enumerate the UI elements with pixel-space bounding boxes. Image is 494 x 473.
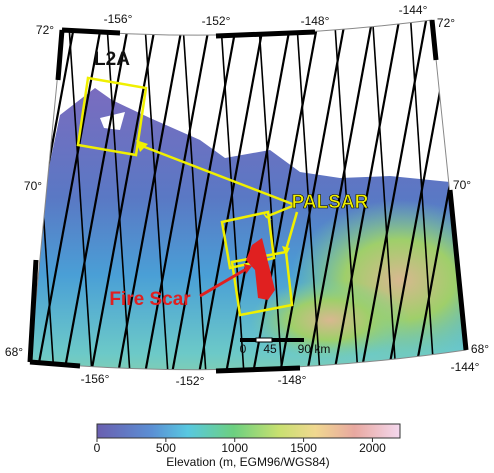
- map-title: L2A: [94, 49, 130, 70]
- track: [333, 20, 360, 370]
- scale-label: 45: [263, 342, 277, 356]
- map-frame: [29, 19, 467, 371]
- track: [329, 20, 403, 370]
- lake: [100, 112, 125, 130]
- lat-label: 72°: [36, 23, 54, 37]
- track: [371, 20, 398, 370]
- palsar-label: PALSAR: [292, 192, 369, 213]
- colorbar-tick-label: 1000: [221, 441, 248, 455]
- colorbar-ticks: 0 500 1000 1500 2000: [94, 438, 386, 455]
- lat-label: 68°: [471, 342, 489, 356]
- palsar-footprint: [220, 210, 276, 270]
- colorbar-tick-label: 1500: [290, 441, 317, 455]
- track: [181, 20, 208, 370]
- track: [105, 20, 132, 370]
- track: [356, 20, 430, 370]
- lon-label: -144°: [399, 3, 428, 17]
- track: [167, 20, 241, 370]
- track: [219, 20, 246, 370]
- track: [275, 20, 349, 370]
- fire-arrow: [199, 266, 249, 298]
- lon-label: -156°: [81, 372, 110, 386]
- track: [59, 20, 133, 370]
- lat-label: 70°: [24, 179, 42, 193]
- map-area: [30, 20, 466, 370]
- scale-bar: [272, 338, 304, 342]
- scale-label: 0: [240, 342, 247, 356]
- colorbar-tick-label: 2000: [359, 441, 386, 455]
- track: [409, 20, 436, 370]
- colorbar: [96, 423, 401, 439]
- track: [67, 20, 94, 370]
- track: [302, 20, 376, 370]
- track: [295, 20, 322, 370]
- scale-label: 90 km: [298, 342, 331, 356]
- lon-label: -156°: [104, 12, 133, 26]
- arrowhead: [244, 264, 252, 274]
- lon-label: -144°: [451, 360, 480, 374]
- scale-bar: [240, 338, 256, 342]
- lat-label: 68°: [5, 345, 23, 359]
- track: [143, 20, 170, 370]
- arrows: [141, 144, 299, 251]
- colorbar-label: Elevation (m, EGM96/WGS84): [166, 455, 329, 469]
- lon-label: -152°: [202, 14, 231, 28]
- track: [221, 20, 295, 370]
- track: [140, 20, 214, 370]
- frame-ticks: [27, 19, 469, 374]
- lat-label: 70°: [453, 178, 471, 192]
- colorbar-tick-label: 0: [94, 441, 101, 455]
- colorbar-tick-label: 500: [156, 441, 176, 455]
- fire-scar-label: Fire Scar: [109, 289, 191, 310]
- fire-scar: [246, 238, 275, 300]
- track: [32, 20, 106, 370]
- lon-label: -152°: [176, 374, 205, 388]
- track: [257, 20, 284, 370]
- palsar-footprint: [230, 250, 294, 317]
- l2a-footprint: [76, 76, 148, 157]
- lon-label: -148°: [301, 14, 330, 28]
- track: [86, 20, 160, 370]
- lon-label: -148°: [278, 373, 307, 387]
- track: [410, 20, 466, 370]
- track: [194, 20, 268, 370]
- lat-label: 72°: [437, 16, 455, 30]
